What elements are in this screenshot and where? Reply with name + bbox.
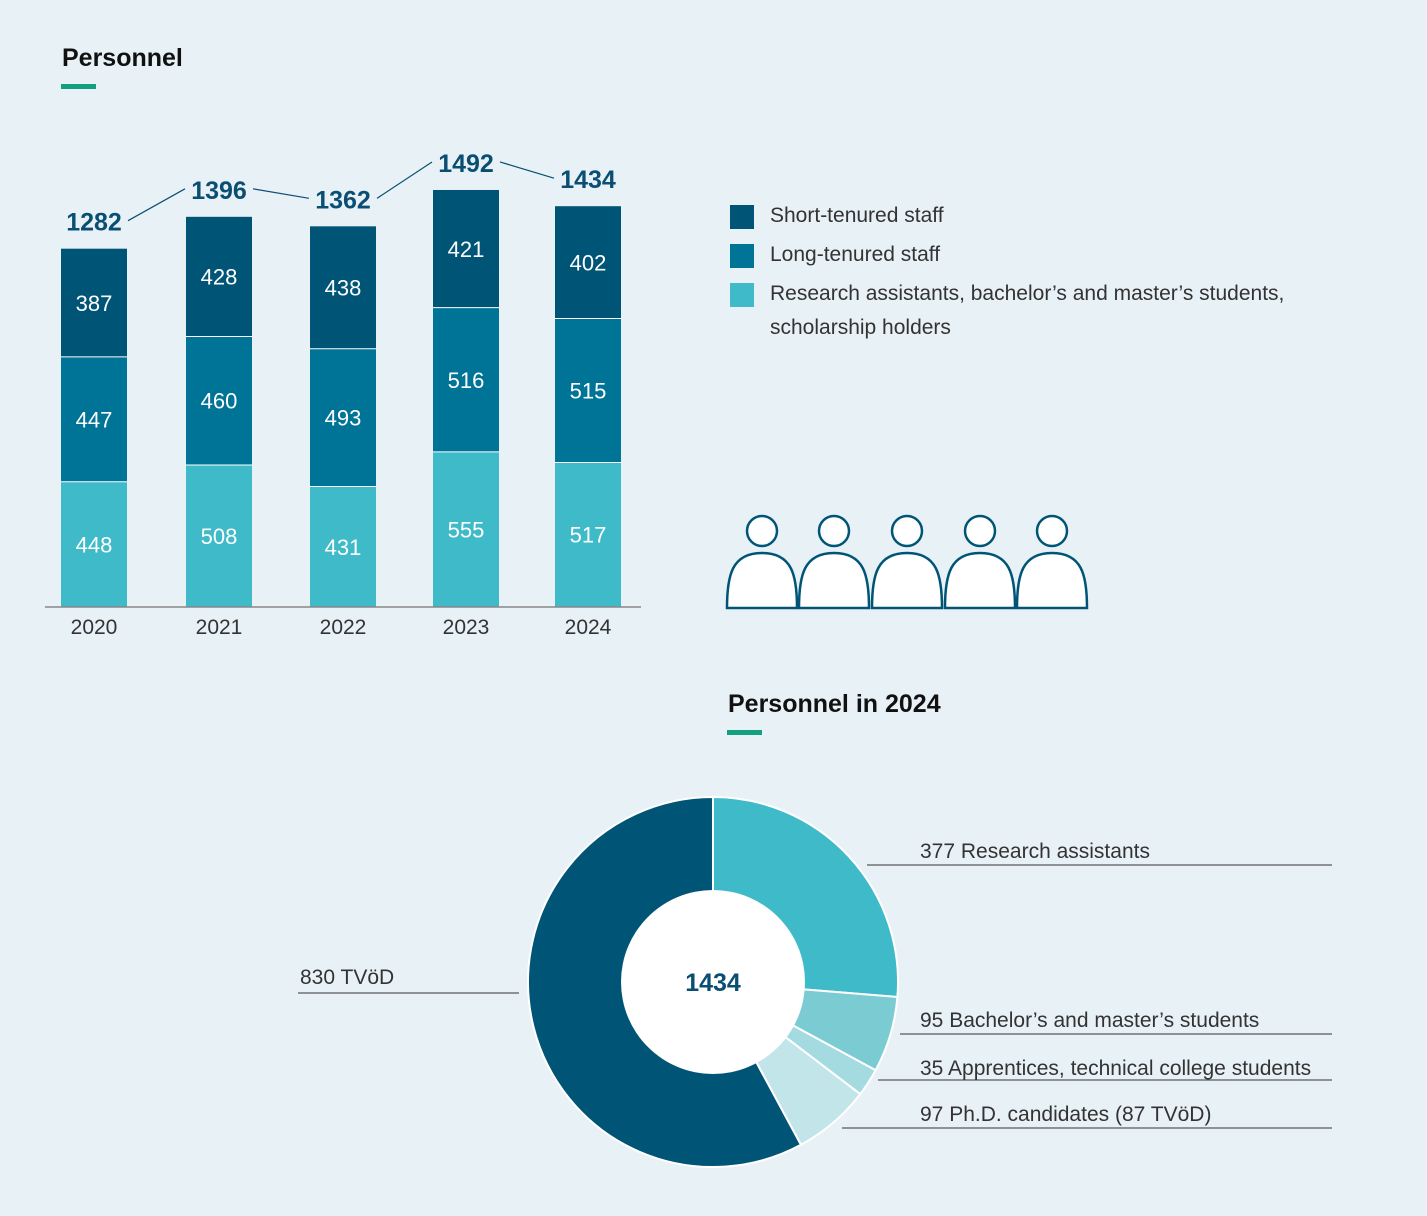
person-head xyxy=(817,514,851,548)
bar-value-label: 517 xyxy=(570,523,607,548)
bar-segment-research xyxy=(310,486,376,607)
person-icon xyxy=(870,514,944,610)
bar-segment-short xyxy=(61,248,127,357)
bar-value-label: 387 xyxy=(76,291,113,316)
legend-item-long: Long-tenured staff xyxy=(730,241,1350,272)
legend-swatch-short xyxy=(730,205,754,229)
bar-total-label: 1492 xyxy=(438,150,494,178)
person-body xyxy=(1015,551,1089,610)
bar-total-label: 1396 xyxy=(191,177,247,205)
donut-slice-label: 97 Ph.D. candidates (87 TVöD) xyxy=(920,1103,1211,1126)
total-connector-line xyxy=(127,188,186,222)
people-illustration xyxy=(725,514,1089,610)
legend-label-research: Research assistants, bachelor’s and mast… xyxy=(770,282,1285,339)
bar-segment-short xyxy=(555,206,621,319)
person-icon xyxy=(1015,514,1089,610)
bar-value-label: 460 xyxy=(201,389,238,414)
bar-value-label: 493 xyxy=(325,406,362,431)
bar-total-label: 1362 xyxy=(315,186,371,214)
person-body xyxy=(725,551,799,610)
chart-title-personnel: Personnel xyxy=(62,44,183,72)
x-tick-label: 2022 xyxy=(320,616,367,639)
donut-slice-label: 95 Bachelor’s and master’s students xyxy=(920,1009,1259,1032)
bar-value-label: 448 xyxy=(76,532,113,557)
bar-segment-short xyxy=(310,226,376,349)
bar-value-label: 447 xyxy=(76,407,113,432)
legend-item-short: Short-tenured staff xyxy=(730,202,1350,233)
title-accent-bar xyxy=(727,730,762,735)
total-connector-line xyxy=(376,161,433,199)
x-tick-label: 2020 xyxy=(71,616,118,639)
person-body xyxy=(797,551,871,610)
title-accent-bar xyxy=(61,84,96,89)
person-icon xyxy=(797,514,871,610)
bar-segment-long xyxy=(61,356,127,482)
x-tick-label: 2023 xyxy=(443,616,490,639)
total-connector-line xyxy=(499,161,555,179)
bar-segment-research xyxy=(61,481,127,607)
legend-label-long: Long-tenured staff xyxy=(770,243,941,266)
bar-segment-research xyxy=(555,462,621,607)
bar-segment-long xyxy=(186,336,252,466)
person-head xyxy=(963,514,997,548)
chart-title-personnel-2024: Personnel in 2024 xyxy=(728,690,941,718)
bar-value-label: 516 xyxy=(448,368,485,393)
bar-segment-long xyxy=(555,318,621,463)
bar-segment-short xyxy=(433,189,499,308)
bar-total-label: 1282 xyxy=(66,209,122,237)
legend-label-short: Short-tenured staff xyxy=(770,204,944,227)
donut-slice-label: 377 Research assistants xyxy=(920,840,1150,863)
bar-value-label: 431 xyxy=(325,535,362,560)
bar-segment-research xyxy=(433,451,499,607)
person-head xyxy=(745,514,779,548)
bar-segment-short xyxy=(186,216,252,337)
donut-slice-label: 35 Apprentices, technical college studen… xyxy=(920,1057,1311,1080)
bar-value-label: 515 xyxy=(570,379,607,404)
legend-swatch-long xyxy=(730,244,754,268)
person-head xyxy=(890,514,924,548)
donut-center-label: 1434 xyxy=(685,969,741,997)
bar-value-label: 438 xyxy=(325,276,362,301)
donut-hole xyxy=(621,890,805,1074)
bar-value-label: 428 xyxy=(201,265,238,290)
bar-value-label: 421 xyxy=(448,237,485,262)
bar-value-label: 508 xyxy=(201,524,238,549)
person-body xyxy=(943,551,1017,610)
bar-segment-long xyxy=(310,348,376,487)
bar-total-label: 1434 xyxy=(560,166,616,194)
legend-swatch-research xyxy=(730,283,754,307)
person-body xyxy=(870,551,944,610)
x-tick-label: 2021 xyxy=(196,616,243,639)
x-tick-label: 2024 xyxy=(565,616,612,639)
bar-legend: Short-tenured staff Long-tenured staff R… xyxy=(730,202,1350,353)
donut-slice-label: 830 TVöD xyxy=(300,966,394,989)
person-icon xyxy=(725,514,799,610)
bar-segment-research xyxy=(186,465,252,607)
person-icon xyxy=(943,514,1017,610)
bars-group: 448 447 387 2020 508 460 428 2021 431 493 438 2022 5… xyxy=(45,150,641,639)
person-head xyxy=(1035,514,1069,548)
bar-value-label: 555 xyxy=(448,517,485,542)
bar-value-label: 402 xyxy=(570,250,607,275)
total-connector-line xyxy=(252,188,310,199)
bar-segment-long xyxy=(433,307,499,452)
donut-chart: 1434 377 Research assistants 95 Bachelor’s… xyxy=(298,795,1332,1168)
legend-item-research: Research assistants, bachelor’s and mast… xyxy=(730,280,1350,345)
